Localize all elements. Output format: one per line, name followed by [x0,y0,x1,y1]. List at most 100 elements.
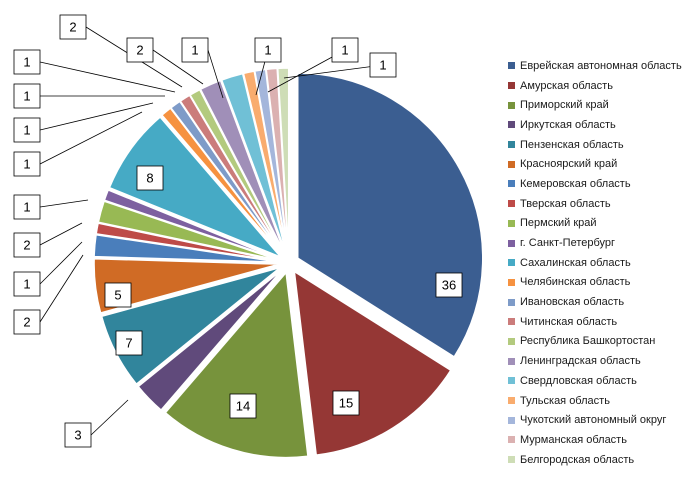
data-label-box [331,37,359,63]
data-label: 1 [23,277,30,292]
data-label: 1 [23,157,30,172]
legend-swatch [508,436,515,444]
legend-swatch [508,318,515,326]
legend-label: Ленинградская область [520,355,641,368]
pie-slice [93,257,280,314]
legend-swatch [508,141,515,149]
legend-item: Чукотский автономный округ [508,410,698,430]
legend-item: Ленинградская область [508,351,698,371]
legend-swatch [508,62,515,70]
pie-slice [199,79,286,255]
leader-line [39,61,176,93]
legend-item: г. Санкт-Петербург [508,233,698,253]
pie-slice [164,270,309,459]
legend-label: Читинская область [520,315,618,328]
legend-item: Пермский край [508,214,698,234]
legend-item: Белгородская область [508,450,698,470]
legend-item: Сахалинская область [508,253,698,273]
legend-label: Еврейская автономная область [520,59,682,72]
legend-label: Приморский край [520,99,609,112]
leader-line [90,399,129,436]
legend-label: Челябинская область [520,276,631,289]
data-label: 3 [74,428,81,443]
leader-line [39,241,83,285]
legend-label: Пермский край [520,217,597,230]
legend-swatch [508,180,515,188]
legend-swatch [508,239,515,247]
legend-item: Амурская область [508,76,698,96]
legend-label: Ивановская область [520,296,625,309]
legend-label: Республика Башкортостан [520,335,656,348]
leader-line [39,111,143,165]
legend-label: Пензенская область [520,138,624,151]
legend-swatch [508,259,515,267]
legend-label: Свердловская область [520,374,637,387]
leader-line [39,199,89,208]
legend-swatch [508,298,515,306]
data-label-box [126,37,154,63]
data-label: 1 [264,43,271,58]
data-label: 2 [23,315,30,330]
legend-label: Тульская область [520,394,610,407]
legend-swatch [508,219,515,227]
legend-swatch [508,357,515,365]
pie-slice [189,88,285,255]
data-label: 15 [339,396,353,411]
legend-item: Тульская область [508,391,698,411]
legend-label: Тверская область [520,197,611,210]
data-label-box [13,151,41,177]
data-label-box [13,232,41,258]
legend-swatch [508,416,515,424]
pie-slice [100,266,281,386]
pie-slice [108,115,282,258]
leader-line [39,102,154,131]
legend-item: Республика Башкортостан [508,332,698,352]
data-label: 1 [379,58,386,73]
legend-swatch [508,337,515,345]
pie-slice [93,233,280,263]
legend-label: Кемеровская область [520,177,631,190]
legend-swatch [508,82,515,90]
data-label-box [13,117,41,143]
legend-label: Амурская область [520,79,613,92]
legend-swatch [508,160,515,168]
data-label-box [13,83,41,109]
pie-slice [137,269,283,412]
data-label-box [13,309,41,335]
leader-line [39,254,84,323]
data-label: 8 [146,171,153,186]
legend-label: Иркутская область [520,118,616,131]
legend-label: Красноярский край [520,158,618,171]
legend-item: Челябинская область [508,273,698,293]
legend-label: Белгородская область [520,453,635,466]
data-label-box [369,52,397,78]
data-label: 5 [114,288,121,303]
data-label-box [115,330,143,356]
legend: Еврейская автономная область Амурская обл… [508,56,698,469]
data-labels: 36 15 14 3 7 5 2 1 2 1 8 1 1 1 1 2 2 1 1 1 1 [13,14,463,448]
legend-item: Ивановская область [508,292,698,312]
data-label-box [59,14,87,40]
pie-slice [97,200,280,262]
legend-item: Свердловская область [508,371,698,391]
pie-slice [220,72,287,254]
leader-line [39,222,83,246]
legend-item: Приморский край [508,95,698,115]
legend-swatch [508,278,515,286]
data-label: 2 [23,238,30,253]
pie-slices [93,67,484,459]
legend-item: Кемеровская область [508,174,698,194]
data-label-box [13,194,41,220]
data-label: 1 [23,200,30,215]
data-label: 1 [23,89,30,104]
legend-item: Читинская область [508,312,698,332]
legend-item: Еврейская автономная область [508,56,698,76]
legend-item: Красноярский край [508,154,698,174]
data-label-box [64,422,92,448]
data-label-box [104,282,132,308]
data-label: 14 [236,399,250,414]
data-label: 2 [136,43,143,58]
data-label: 36 [442,278,456,293]
data-label: 1 [23,123,30,138]
